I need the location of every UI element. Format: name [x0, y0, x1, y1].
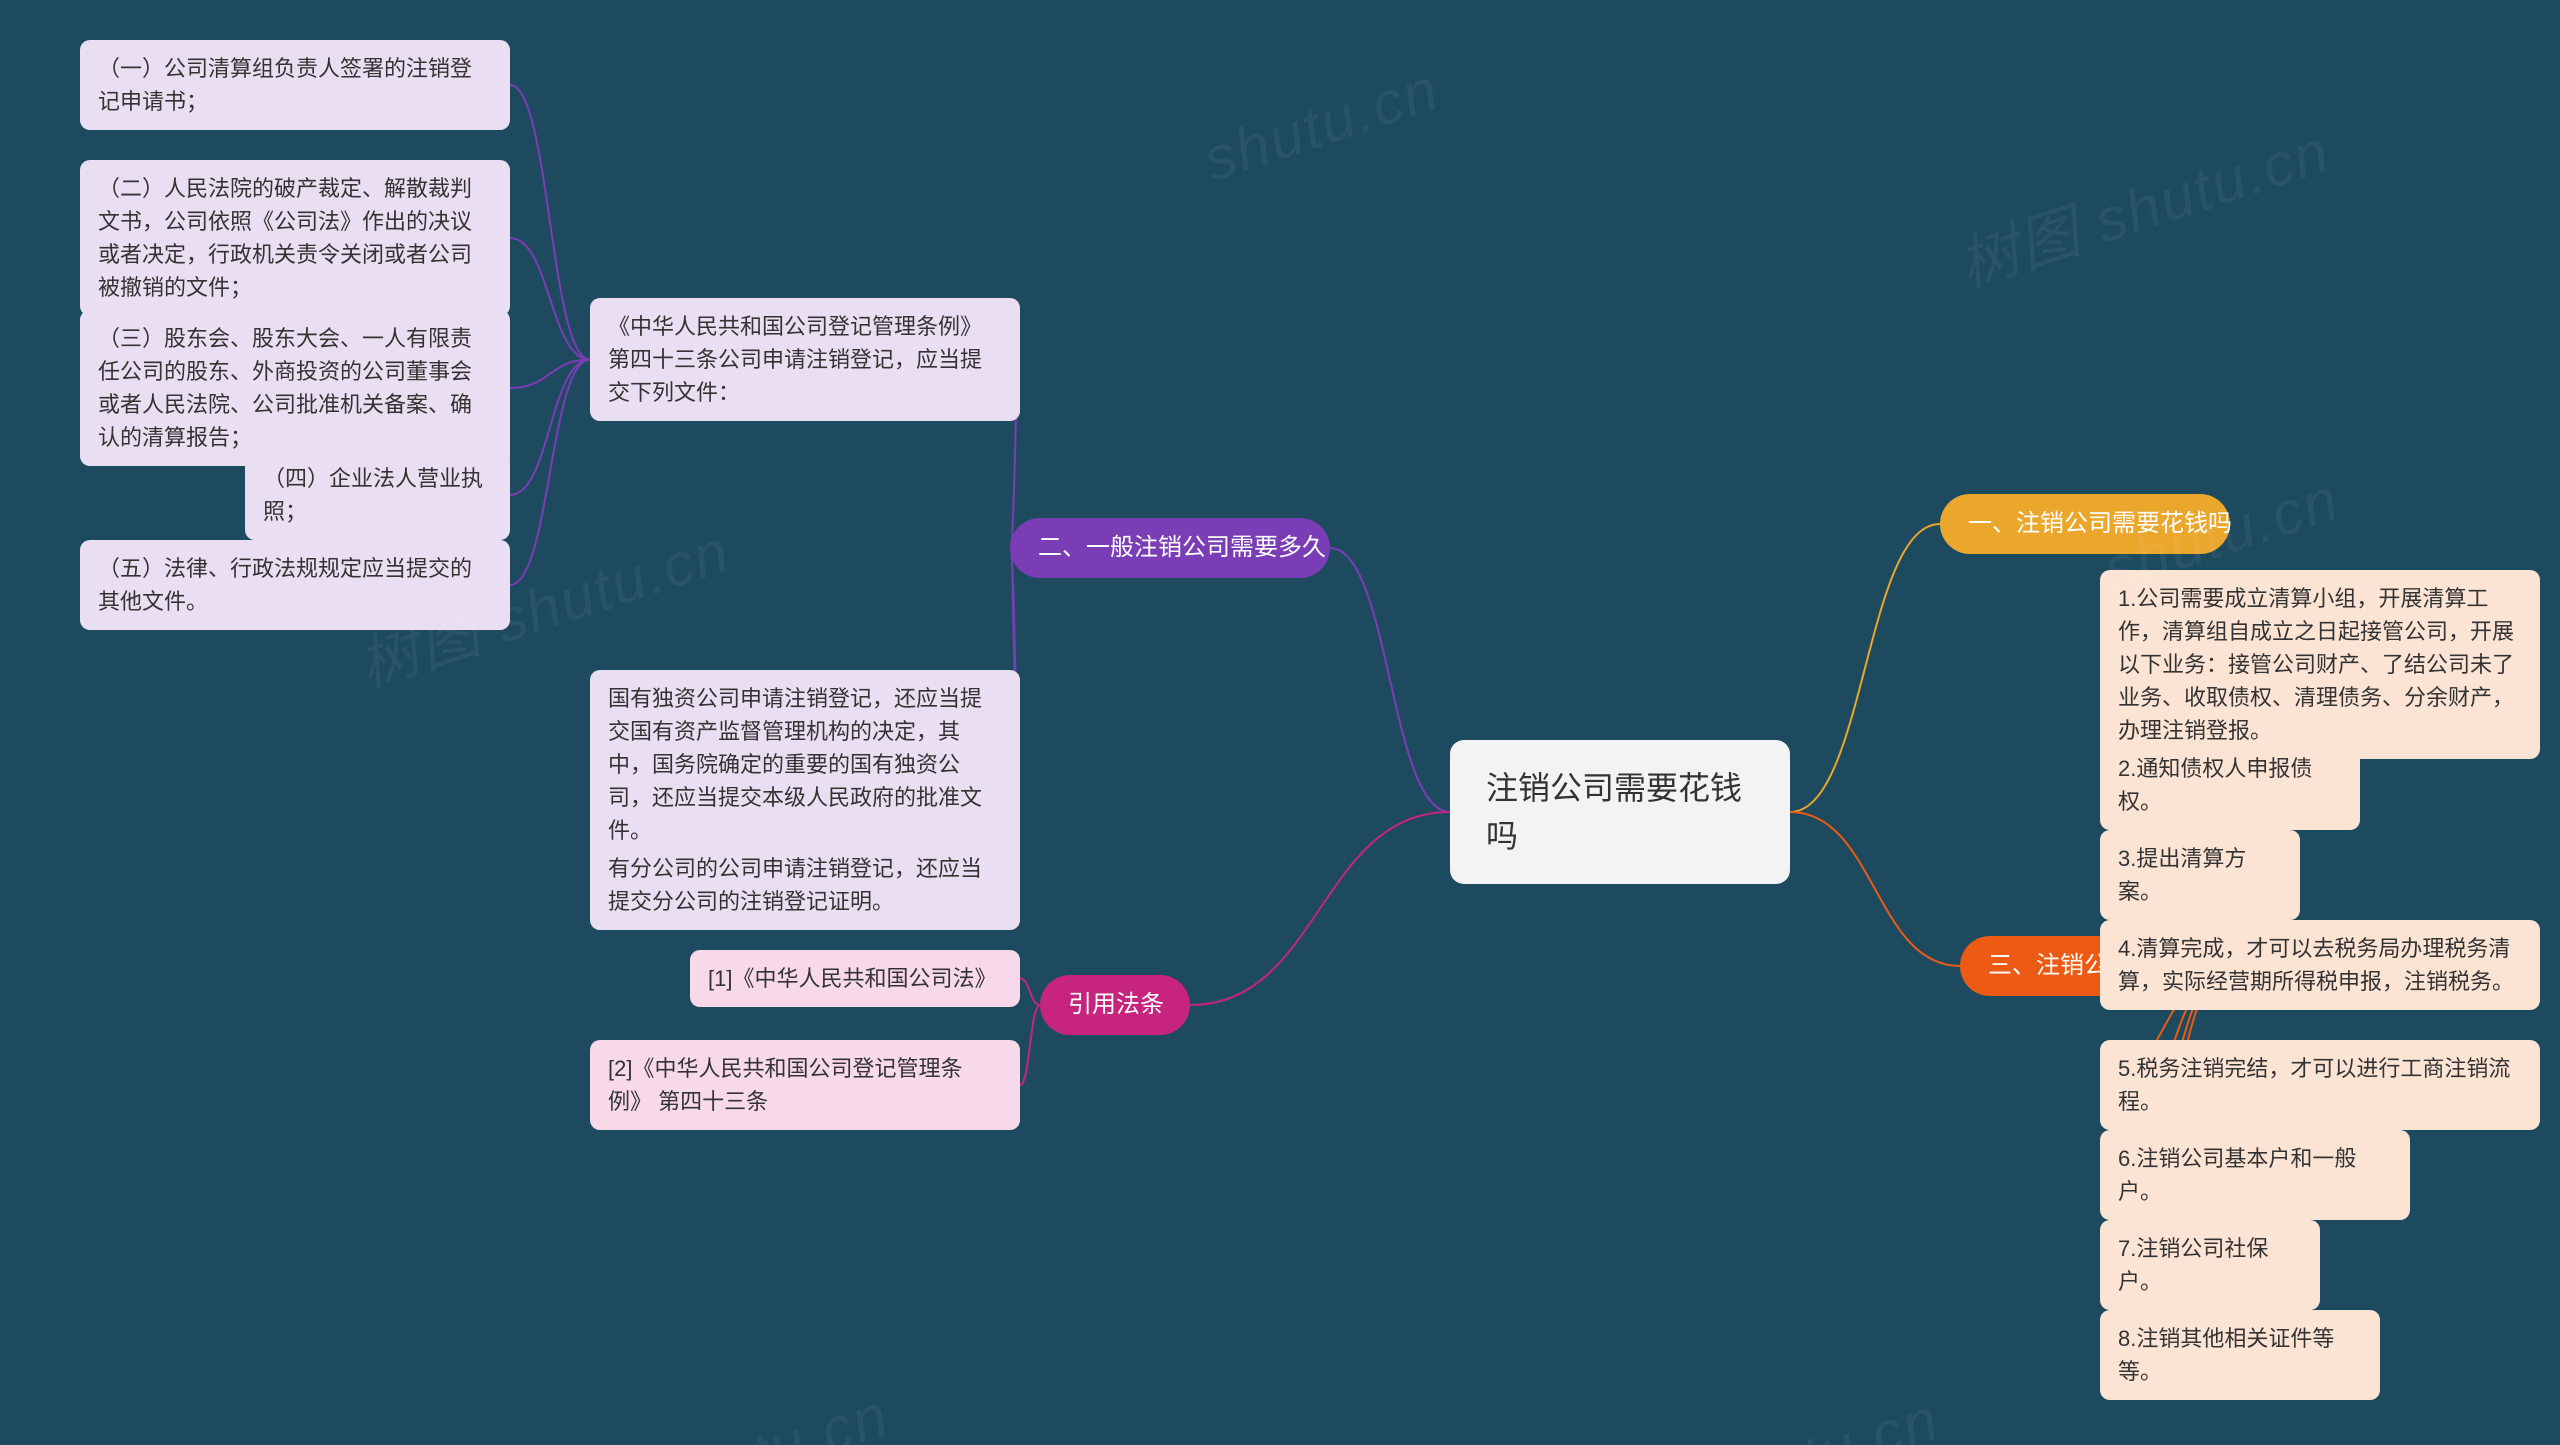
node-b2[interactable]: 二、一般注销公司需要多久: [1010, 518, 1330, 578]
node-d3[interactable]: （三）股东会、股东大会、一人有限责任公司的股东、外商投资的公司董事会或者人民法院…: [80, 310, 510, 466]
node-s1[interactable]: 1.公司需要成立清算小组，开展清算工作，清算组自成立之日起接管公司，开展以下业务…: [2100, 570, 2540, 759]
edge-root-b1: [1790, 524, 1940, 812]
node-b2c2[interactable]: 国有独资公司申请注销登记，还应当提交国有资产监督管理机构的决定，其中，国务院确定…: [590, 670, 1020, 859]
edge-root-b3: [1790, 812, 1960, 966]
node-s7[interactable]: 7.注销公司社保户。: [2100, 1220, 2320, 1310]
node-d1[interactable]: （一）公司清算组负责人签署的注销登记申请书；: [80, 40, 510, 130]
node-root[interactable]: 注销公司需要花钱吗: [1450, 740, 1790, 884]
node-s4[interactable]: 4.清算完成，才可以去税务局办理税务清算，实际经营期所得税申报，注销税务。: [2100, 920, 2540, 1010]
node-r1[interactable]: [1]《中华人民共和国公司法》: [690, 950, 1020, 1007]
edge-b2c1-d3: [510, 360, 590, 389]
node-d2[interactable]: （二）人民法院的破产裁定、解散裁判文书，公司依照《公司法》作出的决议或者决定，行…: [80, 160, 510, 316]
mindmap-canvas: 注销公司需要花钱吗一、注销公司需要花钱吗二、一般注销公司需要多久三、注销公司步骤…: [0, 0, 2560, 1445]
edge-b4-r1: [1020, 979, 1040, 1006]
watermark: 树图 shutu.cn: [1946, 103, 2340, 305]
edge-root-b4: [1190, 812, 1450, 1005]
node-d5[interactable]: （五）法律、行政法规规定应当提交的其他文件。: [80, 540, 510, 630]
edge-b4-r2: [1020, 1005, 1040, 1085]
edge-b2c1-d4: [510, 360, 590, 496]
node-s8[interactable]: 8.注销其他相关证件等等。: [2100, 1310, 2380, 1400]
edge-root-b2: [1330, 548, 1450, 812]
watermark: shutu.cn: [1695, 1384, 1947, 1445]
watermark: tu.cn: [743, 1380, 898, 1445]
node-d4[interactable]: （四）企业法人营业执照；: [245, 450, 510, 540]
edge-b2c1-d1: [510, 85, 590, 360]
node-s5[interactable]: 5.税务注销完结，才可以进行工商注销流程。: [2100, 1040, 2540, 1130]
node-b4[interactable]: 引用法条: [1040, 975, 1190, 1035]
node-b2c1[interactable]: 《中华人民共和国公司登记管理条例》第四十三条公司申请注销登记，应当提交下列文件：: [590, 298, 1020, 421]
edge-b2c1-d5: [510, 360, 590, 586]
node-r2[interactable]: [2]《中华人民共和国公司登记管理条例》 第四十三条: [590, 1040, 1020, 1130]
watermark: shutu.cn: [1195, 54, 1447, 195]
node-b2c3[interactable]: 有分公司的公司申请注销登记，还应当提交分公司的注销登记证明。: [590, 840, 1020, 930]
node-s3[interactable]: 3.提出清算方案。: [2100, 830, 2300, 920]
node-s6[interactable]: 6.注销公司基本户和一般户。: [2100, 1130, 2410, 1220]
node-s2[interactable]: 2.通知债权人申报债权。: [2100, 740, 2360, 830]
node-b1[interactable]: 一、注销公司需要花钱吗: [1940, 494, 2230, 554]
edge-b2c1-d2: [510, 238, 590, 360]
